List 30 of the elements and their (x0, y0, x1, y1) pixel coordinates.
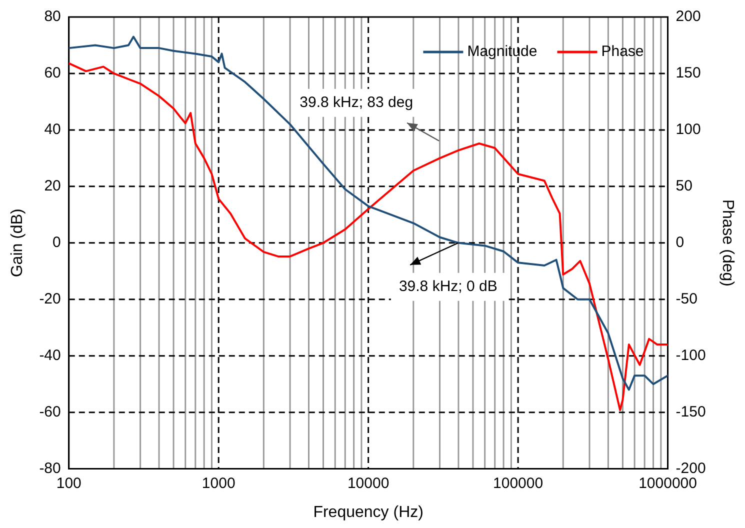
y2-tick-label: -100 (676, 346, 706, 364)
y-tick-label: 80 (44, 8, 61, 26)
y2-tick-label: -50 (676, 290, 698, 308)
legend-label: Magnitude (467, 43, 538, 60)
y2-tick-label: -200 (676, 460, 706, 477)
y-tick-label: -60 (39, 403, 61, 420)
legend-label: Phase (601, 43, 644, 60)
y-tick-label: -40 (39, 346, 61, 364)
x-tick-label: 1000 (202, 474, 236, 492)
x-tick-label: 100 (56, 474, 82, 492)
y-axis-title: Gain (dB) (9, 208, 26, 278)
y-tick-label: -80 (39, 460, 61, 477)
y2-tick-label: -150 (676, 403, 706, 420)
annotation: 39.8 kHz; 83 deg (300, 94, 414, 111)
y-tick-label: 40 (44, 121, 61, 138)
y-tick-label: -20 (39, 290, 61, 308)
x-tick-label: 10000 (347, 474, 390, 492)
y2-axis-title: Phase (deg) (718, 199, 736, 286)
y-tick-label: 0 (52, 234, 61, 252)
y2-tick-label: 150 (676, 64, 701, 82)
y2-tick-label: 100 (676, 121, 701, 138)
x-tick-label: 1000000 (638, 474, 697, 492)
y2-tick-label: 50 (676, 178, 692, 195)
y-tick-label: 20 (44, 178, 61, 195)
x-axis-title: Frequency (Hz) (313, 504, 424, 521)
y2-tick-label: 200 (676, 8, 701, 26)
y-tick-label: 60 (44, 64, 61, 82)
y2-tick-label: 0 (676, 234, 684, 252)
x-tick-label: 100000 (493, 474, 544, 492)
annotation: 39.8 kHz; 0 dB (398, 278, 498, 296)
